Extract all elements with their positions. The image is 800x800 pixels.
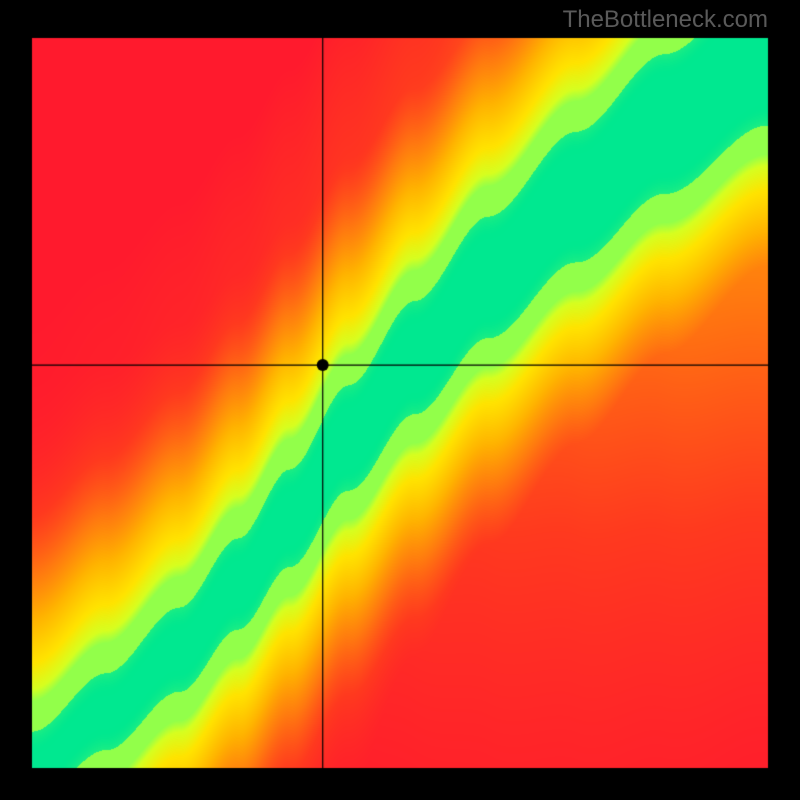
watermark-text: TheBottleneck.com [563,6,768,34]
bottleneck-heatmap [0,0,800,800]
